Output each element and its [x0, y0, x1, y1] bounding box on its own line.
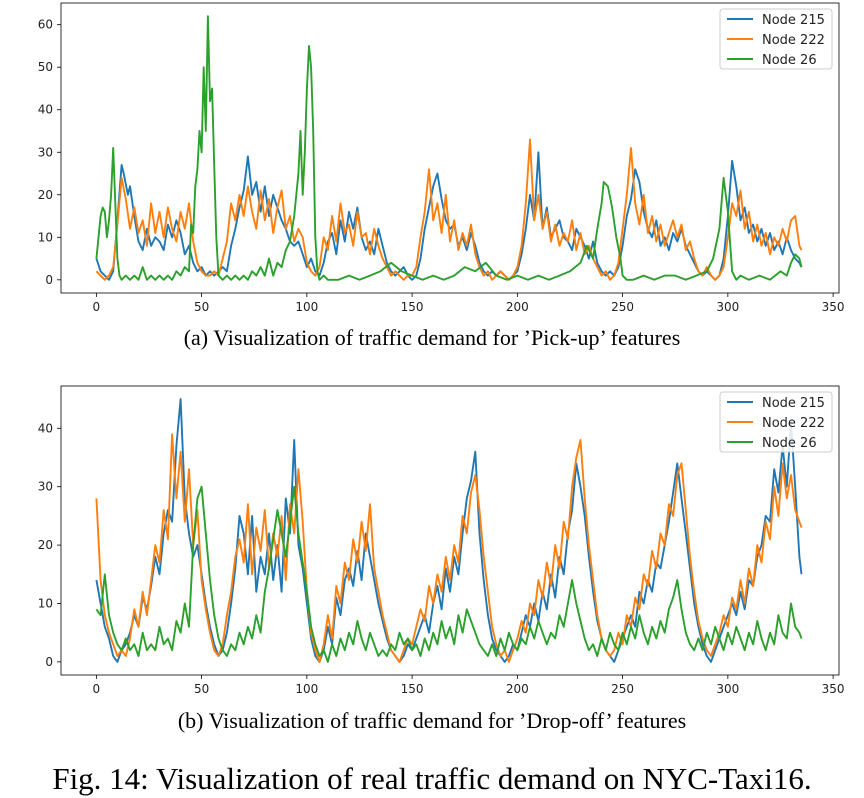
- series-lines: [95, 398, 803, 663]
- x-tick-label: 250: [611, 682, 634, 696]
- legend-label-node-215: Node 215: [762, 396, 825, 411]
- series-lines: [95, 15, 803, 281]
- legend: Node 215 Node 222 Node 26: [719, 8, 833, 70]
- plot-area-frame: [60, 2, 840, 294]
- series-line-node-26: [95, 15, 803, 281]
- x-tick-label: 100: [295, 682, 318, 696]
- x-tick-label: 200: [506, 682, 529, 696]
- x-tick-label: 350: [822, 682, 845, 696]
- x-tick-label: 0: [93, 682, 101, 696]
- x-tick-label: 150: [401, 682, 424, 696]
- chart-caption: (b) Visualization of traffic demand for …: [178, 708, 686, 733]
- y-tick-label: 20: [38, 538, 53, 552]
- legend-label-node-222: Node 222: [762, 416, 825, 431]
- y-tick-label: 0: [45, 655, 53, 669]
- y-axis-ticks: 0 10 20 30 40 50 60: [38, 18, 61, 287]
- x-tick-label: 300: [716, 682, 739, 696]
- figure-caption: Fig. 14: Visualization of real traffic d…: [52, 761, 811, 796]
- series-line-node-26: [95, 485, 803, 663]
- x-tick-label: 100: [295, 300, 318, 314]
- legend-label-node-26: Node 26: [762, 53, 817, 68]
- y-tick-label: 60: [38, 18, 53, 32]
- y-tick-label: 40: [38, 103, 53, 117]
- series-line-node-222: [95, 433, 803, 663]
- x-tick-label: 200: [506, 300, 529, 314]
- y-axis-ticks: 0 10 20 30 40: [38, 421, 61, 669]
- y-tick-label: 10: [38, 230, 53, 244]
- legend-label-node-222: Node 222: [762, 33, 825, 48]
- x-tick-label: 50: [194, 300, 209, 314]
- series-line-node-222: [95, 138, 803, 281]
- x-tick-label: 350: [822, 300, 845, 314]
- x-axis-ticks: 0 50 100 150 200 250 300 350: [93, 293, 845, 314]
- legend: Node 215 Node 222 Node 26: [719, 391, 833, 453]
- legend-label-node-26: Node 26: [762, 436, 817, 451]
- legend-label-node-215: Node 215: [762, 13, 825, 28]
- x-tick-label: 250: [611, 300, 634, 314]
- x-tick-label: 150: [401, 300, 424, 314]
- y-tick-label: 20: [38, 188, 53, 202]
- y-tick-label: 0: [45, 273, 53, 287]
- x-tick-label: 300: [716, 300, 739, 314]
- dropoff-chart: 0 10 20 30 40 0 50 100 150 200 250 300 350 Node 215…: [38, 385, 845, 733]
- plot-area-frame: [60, 385, 840, 676]
- y-tick-label: 40: [38, 421, 53, 435]
- x-tick-label: 50: [194, 682, 209, 696]
- pickup-chart: 0 10 20 30 40 50 60 0 50 100 150 200 250 300 350 Node…: [38, 2, 845, 350]
- y-tick-label: 30: [38, 145, 53, 159]
- y-tick-label: 50: [38, 60, 53, 74]
- y-tick-label: 30: [38, 480, 53, 494]
- x-axis-ticks: 0 50 100 150 200 250 300 350: [93, 675, 845, 696]
- chart-caption: (a) Visualization of traffic demand for …: [184, 325, 681, 350]
- y-tick-label: 10: [38, 596, 53, 610]
- x-tick-label: 0: [93, 300, 101, 314]
- series-line-node-215: [95, 398, 803, 663]
